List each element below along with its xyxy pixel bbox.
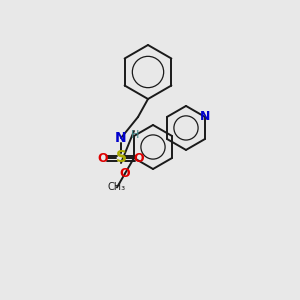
Text: O: O [120,167,130,180]
Text: N: N [200,110,210,123]
Text: O: O [98,152,108,164]
Text: S: S [116,151,127,166]
Text: N: N [115,131,127,145]
Text: CH₃: CH₃ [108,182,126,192]
Text: H: H [131,130,139,140]
Text: O: O [134,152,144,164]
